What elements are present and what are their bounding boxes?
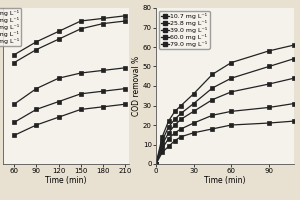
X-axis label: Time (min): Time (min) — [45, 176, 87, 185]
Y-axis label: COD removal %: COD removal % — [132, 56, 141, 116]
X-axis label: Time (min): Time (min) — [204, 176, 246, 185]
Legend: 10.7 mg L⁻¹, 25.8 mg L⁻¹, 39.0 mg L⁻¹, 60.0 mg L⁻¹, 79.0 mg L⁻¹: 10.7 mg L⁻¹, 25.8 mg L⁻¹, 39.0 mg L⁻¹, 6… — [159, 11, 209, 49]
Legend: 10.7 mg L⁻¹, 25.8 mg L⁻¹, 39.0 mg L⁻¹, 60.0 mg L⁻¹, 79.0 mg L⁻¹: 10.7 mg L⁻¹, 25.8 mg L⁻¹, 39.0 mg L⁻¹, 6… — [0, 8, 21, 46]
